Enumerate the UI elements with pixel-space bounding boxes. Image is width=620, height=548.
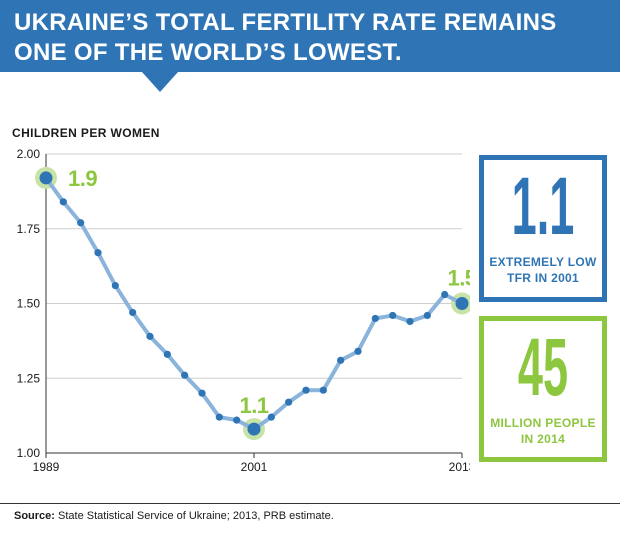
- data-point: [354, 347, 362, 355]
- stat-value-tfr: 1.1: [511, 161, 575, 252]
- highlight-point: [39, 171, 53, 185]
- stat-value-population: 45: [517, 322, 569, 413]
- data-point: [233, 416, 241, 424]
- data-point: [441, 290, 449, 299]
- source-label: Source:: [14, 510, 55, 522]
- data-point: [163, 350, 171, 358]
- data-point: [319, 386, 327, 394]
- data-point: [371, 314, 379, 323]
- x-tick-label: 1989: [33, 460, 60, 474]
- banner-shape: [0, 0, 620, 92]
- stat-label-population-line2: IN 2014: [520, 432, 566, 446]
- data-point: [181, 371, 189, 379]
- highlight-point: [247, 422, 261, 436]
- data-point: [337, 356, 345, 364]
- x-tick-label: 2013: [449, 460, 470, 474]
- data-point: [389, 311, 397, 320]
- chart-title: UKRAINE’S TOTAL FERTILITY RATE REMAINS O…: [14, 9, 557, 66]
- y-tick-label: 1.50: [17, 297, 41, 311]
- source-text: State Statistical Service of Ukraine; 20…: [54, 510, 334, 522]
- data-point: [285, 398, 293, 406]
- annotation-label: 1.5: [447, 266, 470, 291]
- data-point: [198, 389, 206, 397]
- source-note: Source: State Statistical Service of Ukr…: [14, 510, 334, 522]
- y-axis-label: CHILDREN PER WOMEN: [12, 126, 160, 140]
- stat-label-tfr-line2: TFR IN 2001: [507, 271, 579, 285]
- annotation-label: 1.1: [239, 393, 268, 418]
- y-tick-label: 1.00: [17, 446, 41, 460]
- data-point: [267, 413, 275, 421]
- stat-box-population: 45 MILLION PEOPLE IN 2014: [479, 316, 607, 462]
- data-point: [111, 281, 119, 290]
- data-point: [77, 219, 85, 227]
- stat-box-tfr: 1.1 EXTREMELY LOW TFR IN 2001: [479, 155, 607, 302]
- data-point: [129, 308, 137, 317]
- stat-label-tfr-line1: EXTREMELY LOW: [489, 255, 597, 269]
- title-banner: UKRAINE’S TOTAL FERTILITY RATE REMAINS O…: [0, 0, 620, 100]
- x-tick-label: 2001: [241, 460, 268, 474]
- data-point: [215, 413, 223, 421]
- y-tick-label: 1.25: [17, 371, 41, 385]
- highlight-point: [455, 297, 469, 310]
- footer-divider: [0, 503, 620, 504]
- y-tick-label: 1.75: [17, 222, 41, 236]
- stat-label-population-line1: MILLION PEOPLE: [490, 416, 596, 430]
- data-point: [423, 311, 431, 320]
- data-point: [302, 386, 310, 394]
- data-point: [406, 317, 414, 326]
- data-point: [146, 332, 154, 340]
- annotation-label: 1.9: [68, 166, 97, 191]
- data-point: [59, 198, 67, 206]
- y-tick-label: 2.00: [17, 147, 41, 161]
- data-point: [94, 249, 102, 257]
